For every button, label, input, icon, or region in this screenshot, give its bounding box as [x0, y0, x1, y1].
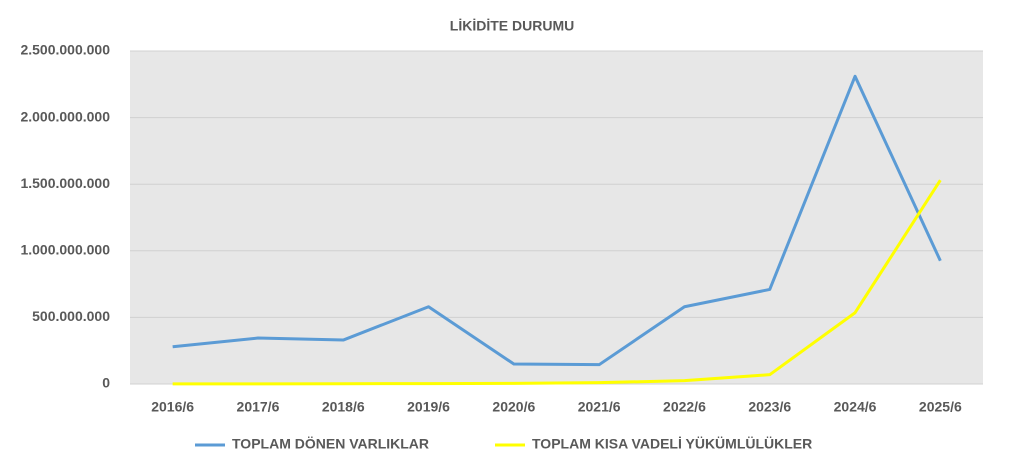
series-line	[172, 74, 942, 367]
x-tick-label: 2016/6	[151, 399, 194, 415]
legend-label: TOPLAM DÖNEN VARLIKLAR	[232, 436, 429, 452]
series-line	[172, 179, 942, 386]
y-tick-label: 2.000.000.000	[20, 108, 110, 124]
x-tick-label: 2019/6	[407, 399, 450, 415]
y-tick-label: 500.000.000	[32, 308, 110, 324]
x-tick-label: 2024/6	[834, 399, 877, 415]
y-tick-label: 1.500.000.000	[20, 175, 110, 191]
x-tick-label: 2018/6	[322, 399, 365, 415]
legend-label: TOPLAM KISA VADELİ YÜKÜMLÜLÜKLER	[532, 436, 812, 452]
chart-title: LİKİDİTE DURUMU	[450, 18, 574, 34]
x-tick-label: 2017/6	[237, 399, 280, 415]
x-tick-label: 2021/6	[578, 399, 621, 415]
x-tick-label: 2022/6	[663, 399, 706, 415]
y-tick-label: 1.000.000.000	[20, 242, 110, 258]
x-tick-label: 2020/6	[492, 399, 535, 415]
plot-area	[130, 51, 983, 384]
x-tick-label: 2025/6	[919, 399, 962, 415]
x-tick-label: 2023/6	[748, 399, 791, 415]
y-tick-label: 2.500.000.000	[20, 42, 110, 58]
y-tick-label: 0	[102, 375, 110, 391]
